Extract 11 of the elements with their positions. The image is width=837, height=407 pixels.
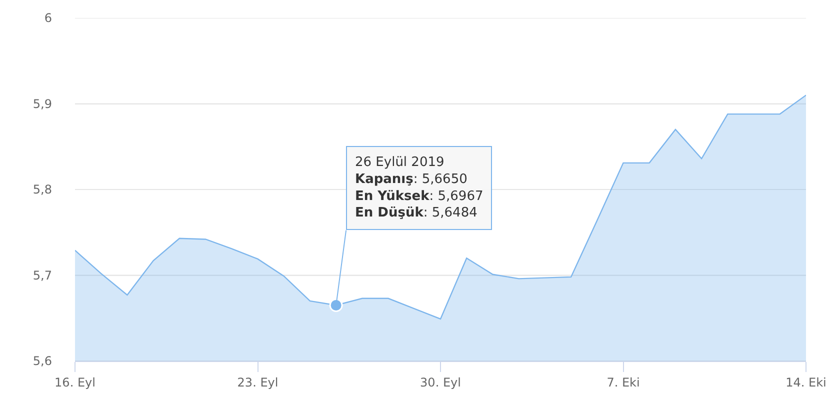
y-tick-label: 5,8 [32,182,52,197]
x-tick-label: 16. Eyl [54,375,96,390]
y-tick-label: 6 [44,11,52,26]
y-tick-label: 5,6 [32,354,52,368]
y-tick-label: 5,7 [32,268,52,282]
x-tick-label: 30. Eyl [420,375,461,390]
x-tick-label: 23. Eyl [237,375,278,390]
y-tick-label: 5,9 [32,96,52,111]
x-tick-label: 14. Eki [786,375,826,390]
annotation: 26 Eylül 2019 Kapanış: 5,6650 En Yüksek: 5,6967 En Düşük: 5,6484 [355,155,484,221]
x-tick-label: 7. Eki [606,375,640,390]
